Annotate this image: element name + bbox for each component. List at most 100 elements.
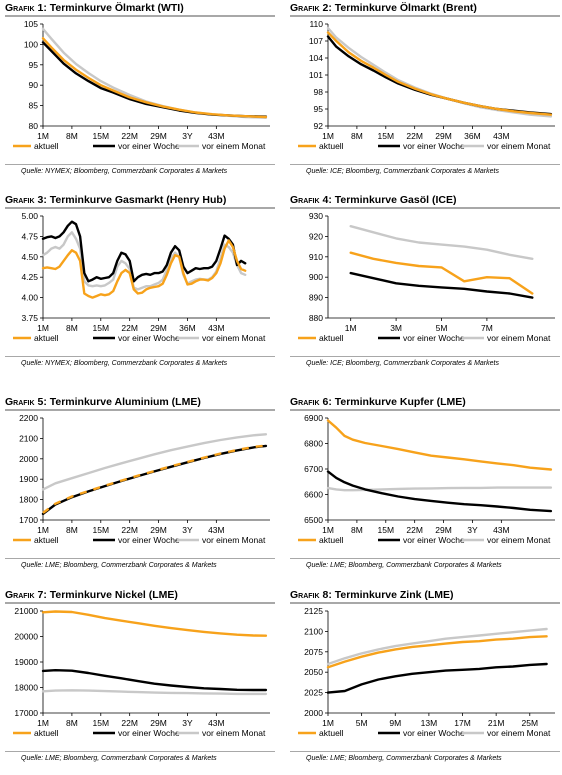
chart-nickel: 17000 18000 19000 20000 21000 1M 8M 15M 22M 29M 3Y…	[13, 606, 270, 738]
x-tick-label: 3Y	[182, 131, 193, 141]
series-line-aktuell	[41, 239, 247, 299]
title-rule	[290, 602, 560, 604]
chart-zink: 2000 2025 2050 2075 2100 2125 1M 5M 9M 13M 17M 21M 2…	[298, 606, 555, 738]
source-note: Quelle: LME; Bloomberg, Commerzbank Corp…	[306, 562, 502, 569]
legend-label-aktuell: aktuell	[34, 141, 59, 151]
x-tick-label: 43M	[493, 131, 510, 141]
series-line-vor-einem-monat	[41, 689, 268, 696]
legend-label-vor-einer-woche: vor einer Woche	[118, 728, 180, 738]
title-rule	[5, 15, 275, 17]
legend-label-vor-einem-monat: vor einem Monat	[487, 535, 551, 545]
x-tick-label: 29M	[150, 323, 167, 333]
x-tick-label: 29M	[150, 131, 167, 141]
legend-label-vor-einer-woche: vor einer Woche	[118, 535, 180, 545]
source-rule	[290, 164, 560, 165]
grafik-label: Grafik 6	[290, 396, 329, 408]
x-tick-label: 15M	[378, 131, 395, 141]
x-tick-label: 8M	[351, 525, 363, 535]
y-tick-label: 4.00	[21, 293, 38, 303]
source-rule	[5, 751, 275, 752]
x-tick-label: 1M	[322, 131, 334, 141]
y-tick-label: 90	[29, 80, 39, 90]
panel-grafik-3: Grafik 3: Terminkurve Gasmarkt (Henry Hu…	[5, 192, 275, 380]
panel-grafik-1: Grafik 1: Terminkurve Ölmarkt (WTI) 80 85…	[5, 0, 275, 188]
y-tick-label: 4.25	[21, 272, 38, 282]
title-rule	[290, 207, 560, 209]
chart-brent: 92 95 98 101 104 107 110 1M 8M 15M 22M 29M 36M 43M akt…	[298, 19, 555, 151]
title-rule	[5, 207, 275, 209]
legend-label-vor-einem-monat: vor einem Monat	[202, 141, 266, 151]
chart-title: Grafik 2: Terminkurve Ölmarkt (Brent)	[290, 2, 477, 14]
y-tick-label: 98	[314, 87, 324, 97]
y-tick-label: 101	[309, 70, 323, 80]
y-tick-label: 95	[29, 60, 39, 70]
chart-title: Grafik 6: Terminkurve Kupfer (LME)	[290, 396, 466, 408]
y-tick-label: 4.75	[21, 231, 38, 241]
y-tick-label: 2075	[304, 647, 323, 657]
grafik-label: Grafik 7	[5, 589, 44, 601]
x-tick-label: 3Y	[182, 718, 193, 728]
title-text: : Terminkurve Gasmarkt (Henry Hub)	[43, 194, 227, 206]
y-tick-label: 20000	[14, 632, 38, 642]
legend-label-vor-einer-woche: vor einer Woche	[403, 728, 465, 738]
source-note: Quelle: ICE; Bloomberg, Commerzbank Corp…	[306, 168, 499, 175]
title-text: : Terminkurve Zink (LME)	[328, 589, 454, 601]
y-tick-label: 80	[29, 121, 39, 131]
x-tick-label: 1M	[322, 718, 334, 728]
chart-henry-hub: 3.75 4.00 4.25 4.50 4.75 5.00 1M 8M 15M 22M 29M 36M…	[13, 211, 270, 343]
source-note: Quelle: NYMEX; Bloomberg, Commerzbank Co…	[21, 168, 228, 175]
x-tick-label: 43M	[208, 323, 225, 333]
series-line-vor-einer-woche	[326, 470, 553, 513]
legend-label-vor-einer-woche: vor einer Woche	[118, 141, 180, 151]
title-rule	[290, 409, 560, 411]
x-tick-label: 8M	[66, 131, 78, 141]
series-line-vor-einem-monat	[41, 433, 268, 491]
x-tick-label: 43M	[208, 525, 225, 535]
legend-label-vor-einem-monat: vor einem Monat	[202, 728, 266, 738]
y-tick-label: 2050	[304, 667, 323, 677]
x-tick-label: 43M	[208, 718, 225, 728]
x-tick-label: 1M	[322, 525, 334, 535]
x-tick-label: 13M	[421, 718, 438, 728]
source-note: Quelle: LME; Bloomberg, Commerzbank Corp…	[21, 562, 217, 569]
y-tick-label: 2000	[19, 454, 38, 464]
chart-wti: 80 85 90 95 100 105 1M 8M 15M 22M 29M 3Y 43M aktuell v…	[13, 19, 270, 151]
legend-label-aktuell: aktuell	[34, 535, 59, 545]
y-tick-label: 2200	[19, 413, 38, 423]
series-line-vor-einem-monat	[326, 627, 548, 666]
y-tick-label: 6600	[304, 490, 323, 500]
x-tick-label: 8M	[66, 323, 78, 333]
y-tick-label: 5.00	[21, 211, 38, 221]
x-tick-label: 3Y	[467, 525, 478, 535]
source-rule	[290, 751, 560, 752]
source-note: Quelle: NYMEX; Bloomberg, Commerzbank Co…	[21, 360, 228, 367]
x-tick-label: 15M	[93, 718, 110, 728]
legend-label-vor-einem-monat: vor einem Monat	[202, 333, 266, 343]
x-tick-label: 43M	[208, 131, 225, 141]
series-line-aktuell	[42, 444, 267, 514]
chart-title: Grafik 3: Terminkurve Gasmarkt (Henry Hu…	[5, 194, 226, 206]
x-tick-label: 25M	[522, 718, 539, 728]
grafik-label: Grafik 2	[290, 2, 329, 14]
x-tick-label: 22M	[121, 525, 138, 535]
source-rule	[5, 356, 275, 357]
panel-grafik-8: Grafik 8: Terminkurve Zink (LME) 2000 202…	[290, 587, 560, 775]
y-tick-label: 930	[309, 211, 323, 221]
y-tick-label: 2000	[304, 708, 323, 718]
panel-grafik-7: Grafik 7: Terminkurve Nickel (LME) 17000…	[5, 587, 275, 775]
title-text: : Terminkurve Aluminium (LME)	[43, 396, 201, 408]
x-tick-label: 9M	[389, 718, 401, 728]
series-line-vor-einer-woche	[326, 662, 548, 694]
panel-grafik-5: Grafik 5: Terminkurve Aluminium (LME) 17…	[5, 394, 275, 582]
source-rule	[5, 558, 275, 559]
series-line-aktuell	[41, 37, 268, 119]
x-tick-label: 17M	[454, 718, 471, 728]
y-tick-label: 4.50	[21, 252, 38, 262]
source-rule	[290, 356, 560, 357]
y-tick-label: 105	[24, 19, 38, 29]
y-tick-label: 2125	[304, 606, 323, 616]
grafik-label: Grafik 5	[5, 396, 44, 408]
x-tick-label: 21M	[488, 718, 505, 728]
x-tick-label: 36M	[179, 323, 196, 333]
title-text: : Terminkurve Nickel (LME)	[43, 589, 178, 601]
